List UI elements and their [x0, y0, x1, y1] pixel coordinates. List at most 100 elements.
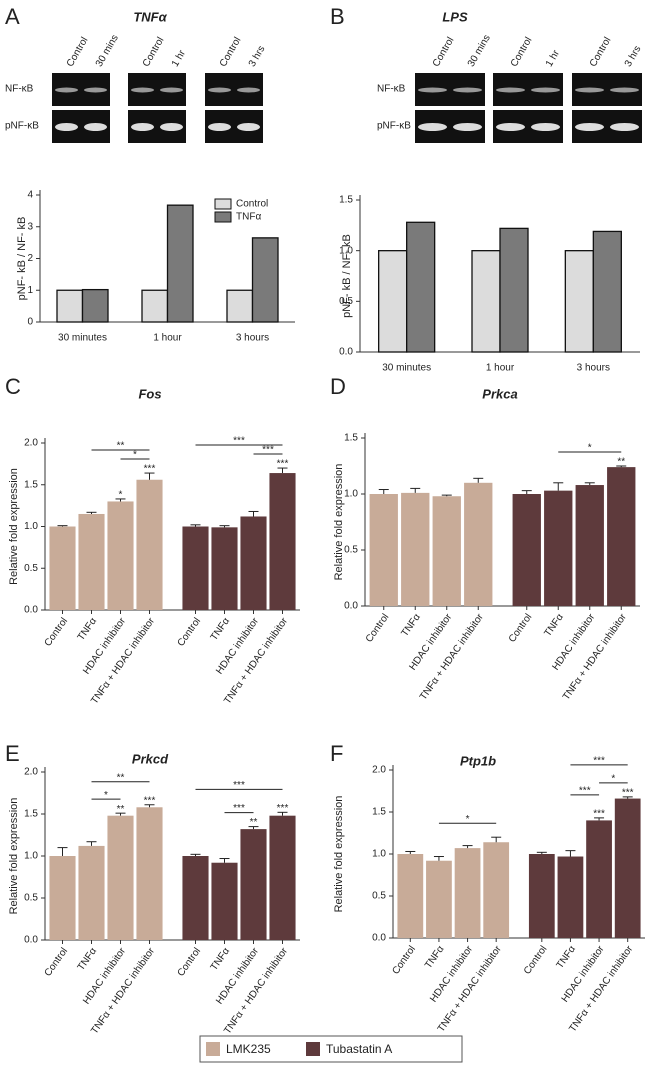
x-tick-label: Control: [43, 946, 71, 979]
lane-label: 30 mins: [466, 33, 493, 69]
y-tick-label: 0.0: [24, 935, 38, 946]
y-axis-label: Relative fold expression: [333, 464, 345, 581]
x-tick-label: TNFα: [542, 612, 566, 639]
legend-swatch: [214, 211, 232, 223]
bar: [269, 473, 296, 610]
y-axis-label: Relative fold expression: [333, 796, 345, 913]
bar: [557, 856, 584, 938]
bar: [107, 815, 134, 940]
bar: [378, 250, 408, 353]
significance: ***: [593, 809, 605, 820]
bar: [471, 250, 501, 353]
blot-band: [531, 123, 560, 131]
y-tick-label: 0.5: [339, 296, 353, 307]
y-tick-label: 2.0: [24, 438, 38, 449]
x-tick-label: TNFα: [76, 946, 100, 973]
bar: [544, 490, 573, 606]
y-tick-label: 2.0: [372, 765, 386, 776]
y-tick-label: 3: [27, 221, 33, 232]
x-tick-label: 1 hour: [153, 333, 182, 344]
blot-band: [610, 123, 639, 131]
bar: [454, 848, 481, 938]
blot-band: [575, 123, 604, 131]
bar: [432, 496, 461, 606]
blot-band: [531, 87, 560, 93]
x-tick-label: TNFα: [423, 944, 447, 971]
x-tick-label: Control: [390, 944, 418, 977]
bar: [56, 289, 84, 323]
significance: ***: [277, 803, 289, 814]
lane-label: Control: [65, 35, 91, 68]
x-tick-label: Control: [176, 946, 204, 979]
blot-band: [84, 87, 107, 93]
bar: [211, 527, 238, 610]
bar: [136, 479, 163, 610]
blot-band: [610, 87, 639, 93]
y-tick-label: 0.5: [372, 891, 386, 902]
blot-row-label: NF-κB: [377, 84, 406, 95]
blot-band: [208, 87, 231, 93]
y-tick-label: 1.5: [24, 479, 38, 490]
bar: [406, 221, 436, 353]
blot-band: [55, 87, 78, 93]
bar: [240, 829, 267, 940]
bar: [107, 501, 134, 610]
y-axis-label: Relative fold expression: [8, 798, 20, 915]
lane-label: 1 hr: [170, 48, 188, 69]
y-tick-label: 0.0: [339, 347, 353, 358]
blot-band: [453, 87, 482, 93]
bar: [78, 513, 105, 610]
significance: *: [119, 490, 123, 501]
significance: *: [466, 814, 470, 825]
x-tick-label: TNFα + HDAC inhibitor: [418, 611, 486, 702]
significance: ***: [144, 464, 156, 475]
y-tick-label: 1.0: [344, 489, 358, 500]
chart-title: TNFα: [133, 9, 167, 24]
blot-band: [418, 87, 447, 93]
bar: [512, 494, 541, 606]
blot-band: [575, 87, 604, 93]
x-tick-label: TNFα: [209, 946, 233, 973]
bar: [49, 856, 76, 940]
lane-label: 1 hr: [544, 48, 562, 69]
legend-swatch: [206, 1042, 220, 1056]
bar: [136, 807, 163, 940]
significance: **: [617, 457, 625, 468]
bar: [81, 288, 109, 323]
significance: **: [250, 817, 258, 828]
bar: [426, 860, 452, 938]
x-tick-label: 3 hours: [577, 363, 610, 374]
bar: [240, 516, 267, 610]
blot-band: [55, 123, 78, 131]
legend-label: LMK235: [226, 1042, 271, 1056]
panel-letter: C: [5, 374, 21, 399]
panel-letter: D: [330, 374, 346, 399]
bar: [369, 494, 398, 606]
legend-swatch: [306, 1042, 320, 1056]
blot-band: [237, 123, 260, 131]
x-tick-label: TNFα: [555, 944, 579, 971]
bar: [499, 227, 529, 353]
y-tick-label: 0.5: [344, 545, 358, 556]
y-tick-label: 2.0: [24, 767, 38, 778]
y-axis-label: pNF- kB / NF- kB: [341, 234, 353, 318]
x-tick-label: Control: [176, 616, 204, 649]
blot-band: [237, 87, 260, 93]
y-tick-label: 0.5: [24, 893, 38, 904]
bar: [78, 845, 105, 940]
blot-band: [453, 123, 482, 131]
significance: *: [133, 450, 137, 461]
lane-label: 3 hrs: [247, 44, 268, 69]
bar: [211, 862, 238, 940]
y-tick-label: 2: [27, 253, 33, 264]
y-tick-label: 1.5: [344, 433, 358, 444]
significance: **: [117, 441, 125, 452]
y-tick-label: 1.5: [24, 809, 38, 820]
bar: [166, 204, 194, 323]
y-tick-label: 0.0: [24, 605, 38, 616]
significance: ***: [579, 786, 591, 797]
significance: **: [117, 804, 125, 815]
blot-row-label: pNF-κB: [5, 121, 39, 132]
lane-label: 3 hrs: [623, 44, 644, 69]
